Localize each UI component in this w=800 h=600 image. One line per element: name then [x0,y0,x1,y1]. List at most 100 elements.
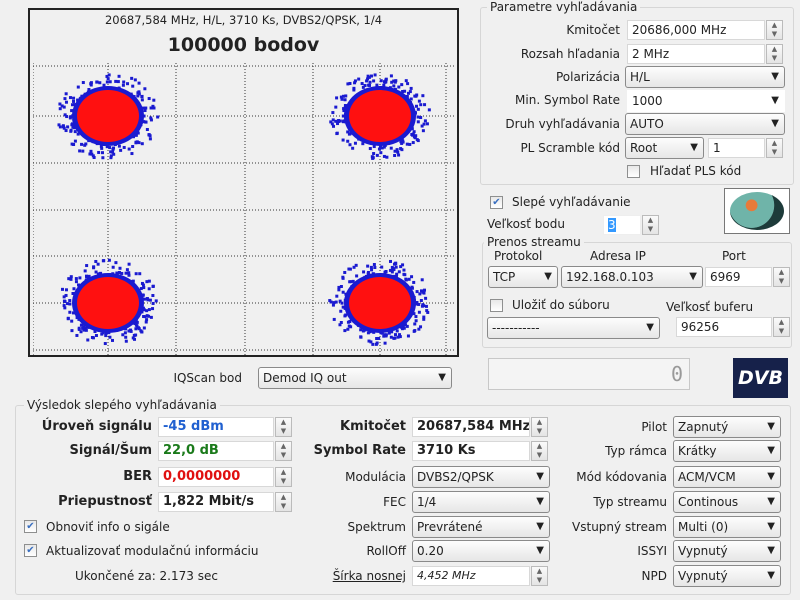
port-label: Port [722,249,746,263]
iq-point [77,327,81,331]
iq-point [352,265,356,269]
modulation-select[interactable]: DVBS2/QPSK ▼ [412,466,550,488]
range-input[interactable]: 2 MHz [627,44,765,64]
blind-search-label: Slepé vyhľadávanie [512,195,631,209]
stream-group [482,242,792,348]
protocol-select[interactable]: TCP ▼ [488,266,558,288]
iq-point [97,150,101,154]
iq-point [339,320,343,324]
fec-select[interactable]: 1/4 ▼ [412,491,550,513]
iq-point [137,141,141,145]
iq-point [420,278,424,282]
iq-point [416,120,420,124]
port-spinner[interactable]: ▲ ▼ [773,267,790,287]
iq-point [63,113,67,117]
results-title: Výsledok slepého vyhľadávania [24,398,220,412]
iq-cluster-core [349,277,411,329]
fish-logo-button[interactable] [724,188,790,234]
update-mod-checkbox[interactable]: ✔ [24,544,37,557]
issyi-select[interactable]: Vypnutý ▼ [673,540,781,562]
frequency-input[interactable]: 20686,000 MHz [627,20,765,40]
file-select[interactable]: ----------- ▼ [487,317,660,339]
pl-scramble-input[interactable]: 1 [708,138,765,158]
iq-point [103,342,107,346]
iq-point [121,83,125,87]
iq-point [91,336,95,340]
ip-select[interactable]: 192.168.0.103 ▼ [561,266,703,288]
iq-point [133,78,137,82]
iq-point [142,297,146,301]
ber-input[interactable]: 0,0000000 [158,467,274,487]
throughput-spinner[interactable]: ▲ ▼ [275,492,292,512]
refresh-info-checkbox[interactable]: ✔ [24,520,37,533]
result-sr-input[interactable]: 3710 Ks [412,441,530,461]
pilot-value: Zapnutý [678,420,729,434]
iq-point [425,309,429,313]
signal-level-label: Úroveň signálu [41,419,152,434]
iq-point [400,327,404,331]
iq-point [368,80,372,84]
snr-spinner[interactable]: ▲ ▼ [275,441,292,461]
iq-point [58,125,62,129]
spectrum-select[interactable]: Prevrátené ▼ [412,516,550,538]
find-pls-checkbox[interactable] [627,165,640,178]
iq-point [73,130,77,134]
iq-point [74,280,78,284]
iq-point [144,106,148,110]
search-type-select[interactable]: AUTO ▼ [625,113,785,135]
ber-spinner[interactable]: ▲ ▼ [275,467,292,487]
frame-type-select[interactable]: Krátky ▼ [673,440,781,462]
polarization-select[interactable]: H/L ▼ [625,66,785,88]
rolloff-select[interactable]: 0.20 ▼ [412,540,550,562]
iq-point [140,98,144,102]
pl-scramble-spinner[interactable]: ▲ ▼ [766,138,783,158]
result-sr-spinner[interactable]: ▲ ▼ [531,441,548,461]
iq-point [334,119,338,123]
buffer-spinner[interactable]: ▲ ▼ [773,317,790,337]
npd-select[interactable]: Vypnutý ▼ [673,565,781,587]
iqscan-select[interactable]: Demod IQ out ▼ [258,367,452,389]
save-to-file-checkbox[interactable] [490,299,503,312]
iq-point [134,333,138,337]
point-size-spinner[interactable]: ▲ ▼ [642,215,659,235]
bandwidth-label[interactable]: Šírka nosnej [332,569,406,583]
iq-point [145,309,149,313]
min-sr-select[interactable]: 1000 ▼ [627,90,785,112]
iq-point [367,83,371,87]
iq-point [151,284,155,288]
fec-value: 1/4 [417,495,437,509]
result-frequency-input[interactable]: 20687,584 MHz [412,417,530,437]
iq-point [147,314,151,318]
input-stream-select[interactable]: Multi (0) ▼ [673,516,781,538]
iq-point [411,141,415,145]
snr-input[interactable]: 22,0 dB [158,441,274,461]
iq-point [62,295,66,299]
iq-point [346,139,350,143]
range-spinner[interactable]: ▲ ▼ [766,44,783,64]
bandwidth-input[interactable]: 4,452 MHz [412,566,530,586]
stream-type-select[interactable]: Continous ▼ [673,491,781,513]
signal-level-spinner[interactable]: ▲ ▼ [275,417,292,437]
iq-point [105,80,109,84]
signal-level-input[interactable]: -45 dBm [158,417,274,437]
iq-point [101,259,105,263]
result-frequency-spinner[interactable]: ▲ ▼ [531,417,548,437]
iq-point [71,125,75,129]
iq-point [406,91,410,95]
iq-point [149,116,153,120]
frequency-spinner[interactable]: ▲ ▼ [766,20,783,40]
port-input[interactable]: 6969 [705,267,772,287]
iq-point [417,310,421,314]
throughput-input[interactable]: 1,822 Mbit/s [158,492,274,512]
pilot-select[interactable]: Zapnutý ▼ [673,416,781,438]
bandwidth-spinner[interactable]: ▲ ▼ [531,566,548,586]
iq-point [380,265,384,269]
pl-scramble-mode-select[interactable]: Root ▼ [625,137,704,159]
coding-mode-select[interactable]: ACM/VCM ▼ [673,466,781,488]
iq-point [69,275,73,279]
buffer-input[interactable]: 96256 [676,317,772,337]
iq-point [368,330,372,334]
point-size-input[interactable]: 3 [603,215,641,235]
blind-search-checkbox[interactable]: ✔ [490,196,503,209]
iq-point [375,341,379,345]
